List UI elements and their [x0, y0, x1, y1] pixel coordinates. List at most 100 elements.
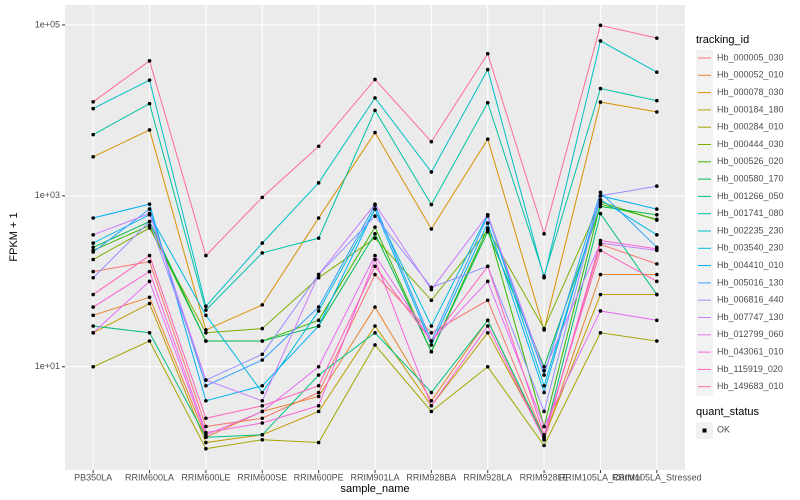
data-point: [204, 416, 208, 421]
data-point: [373, 108, 377, 113]
data-point: [260, 339, 265, 343]
data-point: [316, 275, 321, 280]
data-point: [204, 339, 208, 343]
data-point: [655, 318, 659, 323]
data-point: [598, 194, 603, 198]
data-point: [598, 330, 603, 335]
data-point: [91, 106, 95, 111]
data-point: [655, 70, 659, 74]
data-point: [373, 272, 377, 277]
data-point: [429, 330, 434, 335]
data-point: [485, 100, 490, 105]
data-point: [147, 301, 152, 306]
data-point: [260, 241, 265, 245]
data-point: [260, 358, 265, 362]
data-point: [655, 279, 659, 284]
data-point: [91, 275, 95, 280]
legend-label: Hb_006816_440: [717, 295, 784, 305]
shape-legend-label: OK: [717, 424, 730, 434]
shape-legend-swatch: [702, 428, 707, 433]
data-point: [373, 77, 377, 82]
data-point: [91, 250, 95, 254]
data-point: [373, 257, 377, 262]
data-point: [485, 364, 490, 369]
data-point: [147, 253, 152, 258]
data-point: [598, 248, 603, 253]
data-point: [147, 78, 152, 82]
legend-label: Hb_115919_020: [717, 364, 783, 374]
data-point: [91, 330, 95, 335]
data-point: [260, 416, 265, 421]
data-point: [655, 110, 659, 114]
data-point: [655, 272, 659, 277]
data-point: [598, 190, 603, 195]
data-point: [542, 424, 546, 429]
data-point: [429, 227, 434, 231]
x-tick-label: RRIM901LA: [350, 472, 399, 482]
data-point: [147, 330, 152, 335]
legend-label: Hb_007747_130: [717, 312, 784, 322]
data-point: [542, 326, 546, 331]
data-point: [542, 231, 546, 236]
data-point: [316, 236, 321, 240]
data-point: [373, 305, 377, 309]
legend-label: Hb_001741_080: [717, 208, 784, 218]
data-point: [147, 207, 152, 211]
data-point: [147, 223, 152, 228]
data-point: [91, 241, 95, 245]
data-point: [373, 130, 377, 135]
y-tick-label: 1e+01: [35, 361, 60, 371]
data-point: [91, 305, 95, 309]
data-point: [373, 324, 377, 328]
data-point: [316, 181, 321, 185]
data-point: [655, 217, 659, 222]
data-point: [204, 424, 208, 429]
data-point: [316, 216, 321, 220]
data-point: [147, 269, 152, 274]
legend-label: Hb_005016_130: [717, 277, 784, 287]
data-point: [429, 298, 434, 303]
y-tick-label: 1e+05: [35, 19, 60, 29]
data-point: [260, 409, 265, 414]
legend-label: Hb_012799_060: [717, 329, 784, 339]
data-point: [260, 437, 265, 442]
x-tick-label: RRIM928BA: [406, 472, 456, 482]
data-point: [429, 139, 434, 144]
data-point: [91, 216, 95, 220]
x-tick-label: RRIM600LE: [181, 472, 230, 482]
data-point: [598, 197, 603, 202]
data-point: [204, 313, 208, 318]
data-point: [147, 219, 152, 224]
data-point: [429, 390, 434, 395]
data-point: [91, 132, 95, 137]
x-tick-label: RRIM928LE: [520, 472, 569, 482]
data-point: [147, 211, 152, 216]
data-point: [542, 437, 546, 442]
x-tick-label: RRIM928LA: [463, 472, 512, 482]
data-point: [655, 292, 659, 297]
data-point: [598, 204, 603, 209]
data-point: [373, 343, 377, 347]
legend-label: Hb_000052_010: [717, 70, 784, 80]
data-point: [373, 231, 377, 236]
data-point: [316, 318, 321, 323]
data-point: [429, 398, 434, 403]
data-point: [260, 398, 265, 403]
data-point: [204, 430, 208, 435]
data-point: [147, 128, 152, 132]
legend-label: Hb_000580_170: [717, 173, 784, 183]
data-point: [316, 144, 321, 149]
data-point: [542, 409, 546, 414]
data-point: [147, 339, 152, 343]
legend-label: Hb_000526_020: [717, 156, 784, 166]
data-point: [598, 292, 603, 297]
data-point: [260, 303, 265, 307]
legend-label: Hb_001266_050: [717, 191, 784, 201]
shape-legend-title: quant_status: [696, 406, 759, 418]
data-point: [655, 98, 659, 103]
data-point: [598, 309, 603, 313]
legend-label: Hb_000184_180: [717, 104, 784, 114]
data-point: [429, 170, 434, 174]
data-point: [373, 207, 377, 211]
